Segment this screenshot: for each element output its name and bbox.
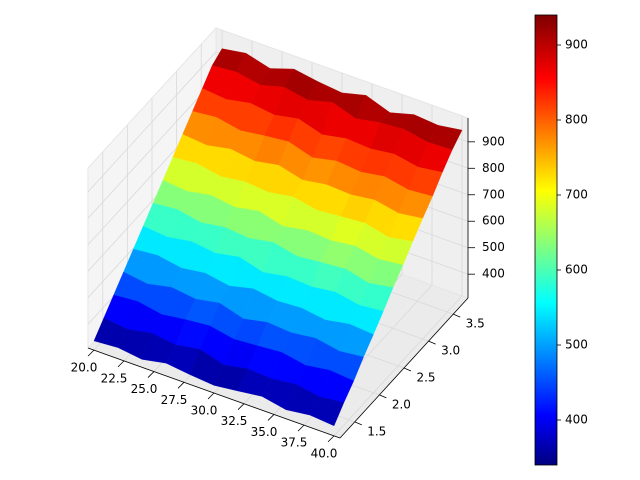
colorbar-tick-label: 400	[565, 413, 588, 427]
x-tick-label: 30.0	[191, 404, 218, 418]
y-tick	[379, 394, 387, 399]
x-tick-label: 35.0	[251, 425, 278, 439]
x-tick	[297, 424, 305, 432]
y-tick	[403, 367, 412, 372]
colorbar-tick-label: 500	[565, 338, 588, 352]
y-tick	[354, 421, 362, 426]
grid-line	[87, 78, 217, 219]
x-tick	[87, 349, 95, 357]
x-tick-label: 25.0	[131, 382, 158, 396]
x-tick	[177, 382, 185, 389]
x-tick	[207, 392, 215, 400]
y-tick	[428, 340, 436, 345]
x-tick	[147, 371, 155, 378]
x-tick	[267, 414, 275, 421]
x-tick-label: 22.5	[101, 371, 128, 385]
z-tick-label: 600	[482, 214, 505, 228]
colorbar-tick-label: 600	[565, 263, 588, 277]
axis-line	[339, 297, 469, 439]
y-tick-label: 1.5	[367, 424, 386, 438]
y-tick-label: 3.5	[466, 317, 485, 331]
colorbar-tick-label: 800	[565, 113, 588, 127]
y-tick-label: 3.0	[441, 344, 460, 358]
y-tick-label: 2.0	[392, 397, 411, 411]
x-tick-label: 37.5	[281, 436, 308, 450]
colorbar-tick-label: 700	[565, 188, 588, 202]
axes: 20.022.525.027.530.032.535.037.540.0 1.5 2…	[71, 118, 505, 460]
x-tick	[117, 360, 125, 368]
y-tick-label: 2.5	[416, 371, 435, 385]
x-tick	[237, 403, 245, 410]
surface-face	[309, 396, 345, 427]
axis-line	[87, 347, 341, 439]
z-tick-label: 500	[482, 240, 505, 254]
z-tick-label: 700	[482, 187, 505, 201]
x-tick-label: 40.0	[311, 446, 338, 460]
x-tick-label: 27.5	[161, 393, 188, 407]
x-tick-label: 32.5	[221, 414, 248, 428]
colorbar	[534, 14, 558, 466]
z-tick-label: 800	[482, 161, 505, 175]
colorbar-tick-label: 900	[565, 38, 588, 52]
surface	[93, 48, 463, 427]
x-tick-label: 20.0	[71, 361, 98, 375]
grid-line	[87, 51, 217, 193]
y-tick	[453, 313, 461, 318]
x-tick	[327, 435, 335, 443]
z-tick-label: 400	[482, 267, 505, 281]
z-tick-label: 900	[482, 134, 505, 148]
